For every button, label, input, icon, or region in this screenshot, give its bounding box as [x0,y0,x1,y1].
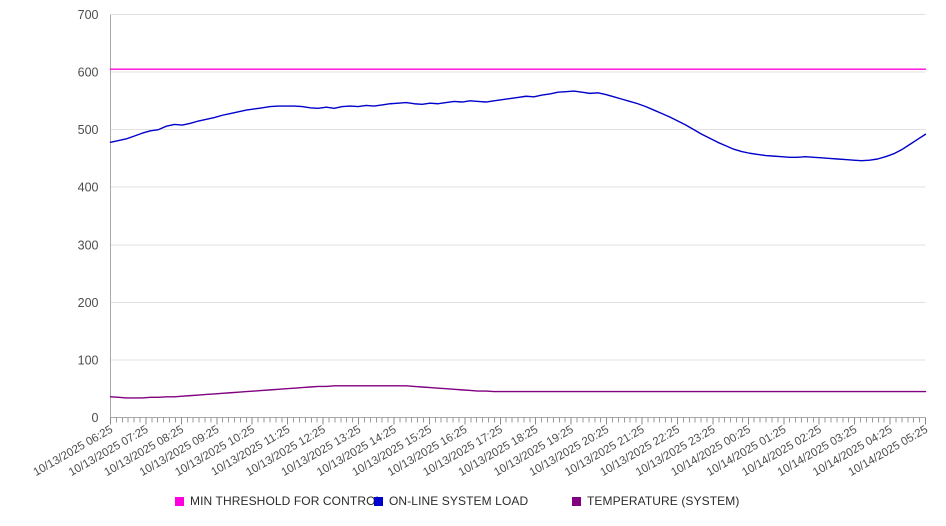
y-axis-tick-labels: 0 100 200 300 400 500 600 700 [78,8,99,425]
legend-label: ON-LINE SYSTEM LOAD [389,494,528,508]
y-axis-tick-label: 200 [78,296,99,310]
legend-swatch [572,497,581,506]
axis-lines [110,14,926,418]
series-line [109,90,927,162]
x-axis-major-ticks [110,417,926,425]
legend-label: MIN THRESHOLD FOR CONTROL [190,494,383,508]
legend-swatch [374,497,383,506]
y-axis-tick-label: 500 [78,123,99,137]
legend-swatch [175,497,184,506]
chart-legend: MIN THRESHOLD FOR CONTROL ON-LINE SYSTEM … [175,494,739,508]
y-axis-tick-label: 600 [78,66,99,80]
series-line [109,385,927,399]
y-axis-tick-label: 300 [78,238,99,252]
y-axis-tick-label: 700 [78,8,99,22]
legend-label: TEMPERATURE (SYSTEM) [587,494,739,508]
y-axis-tick-label: 400 [78,181,99,195]
gridlines-group [110,14,926,361]
y-axis-tick-label: 100 [78,353,99,367]
y-axis-tick-label: 0 [92,411,99,425]
data-series-group [109,68,927,399]
x-axis-minor-ticks [110,417,926,423]
